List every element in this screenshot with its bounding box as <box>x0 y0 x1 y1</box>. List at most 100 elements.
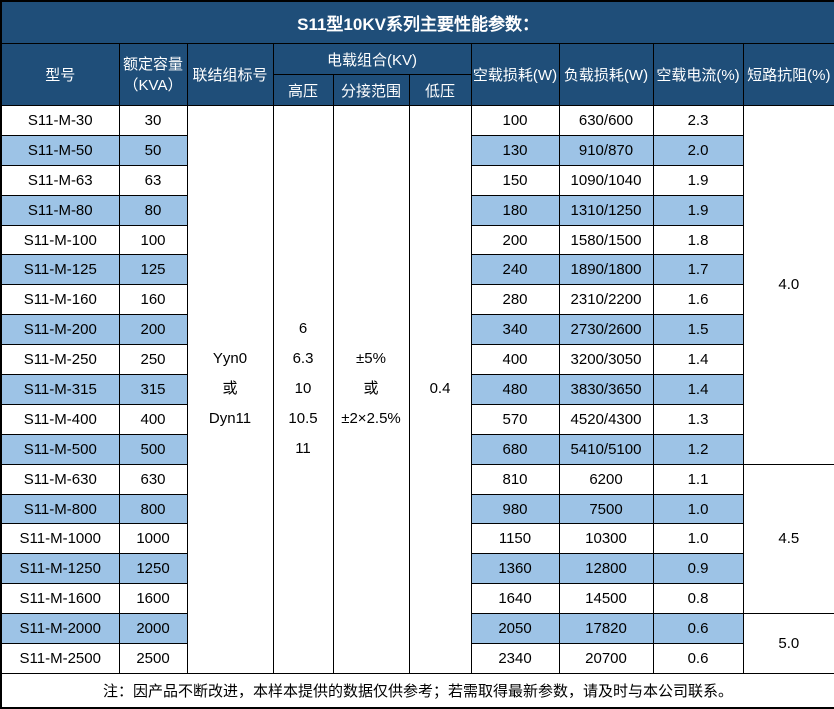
cell-capacity: 1600 <box>118 583 188 615</box>
col-header-load-loss: 负载损耗(W) <box>558 43 654 106</box>
cell-capacity: 400 <box>118 403 188 435</box>
cell-impedance-group-2: 4.5 <box>742 463 834 615</box>
header-row-1: 型号 额定容量 （KVA） 联结组标号 电载组合(KV) 空载损耗(W) 负载损… <box>0 43 834 106</box>
cell-load-loss: 910/870 <box>558 134 654 166</box>
cell-no-load-current: 1.0 <box>652 493 744 525</box>
cell-no-load-loss: 480 <box>470 374 560 405</box>
table-row: S11-M-160 160 280 2310/2200 1.6 <box>0 284 834 316</box>
cell-no-load-current: 1.3 <box>652 403 744 435</box>
cell-model: S11-M-125 <box>0 254 120 286</box>
table-row: S11-M-315 315 480 3830/3650 1.4 <box>0 374 834 405</box>
cell-capacity: 800 <box>118 493 188 525</box>
cell-capacity: 250 <box>118 344 188 376</box>
cell-model: S11-M-1250 <box>0 553 120 585</box>
cell-model: S11-M-400 <box>0 403 120 435</box>
cell-capacity: 1250 <box>118 553 188 585</box>
col-header-tap-range: 分接范围 <box>332 74 410 106</box>
cell-capacity: 630 <box>118 463 188 495</box>
cell-load-loss: 20700 <box>558 643 654 674</box>
cell-load-loss: 7500 <box>558 493 654 525</box>
cell-no-load-current: 1.7 <box>652 254 744 286</box>
cell-no-load-loss: 980 <box>470 493 560 525</box>
title-bar: S11型10KV系列主要性能参数： <box>0 0 834 44</box>
cell-no-load-current: 0.6 <box>652 613 744 645</box>
cell-no-load-current: 1.8 <box>652 224 744 256</box>
cell-no-load-loss: 150 <box>470 164 560 196</box>
cell-no-load-current: 0.6 <box>652 643 744 674</box>
table-row: S11-M-80 80 180 1310/1250 1.9 <box>0 194 834 226</box>
cell-no-load-current: 1.4 <box>652 344 744 376</box>
cell-model: S11-M-2000 <box>0 613 120 645</box>
cell-load-loss: 17820 <box>558 613 654 645</box>
cell-no-load-loss: 400 <box>470 344 560 376</box>
col-header-model: 型号 <box>0 43 120 106</box>
table-row: S11-M-800 800 980 7500 1.0 <box>0 493 834 525</box>
cell-capacity: 160 <box>118 284 188 316</box>
cell-model: S11-M-315 <box>0 374 120 405</box>
table-row: S11-M-50 50 130 910/870 2.0 <box>0 134 834 166</box>
cell-no-load-current: 0.9 <box>652 553 744 585</box>
cell-load-loss: 10300 <box>558 523 654 555</box>
footer-note-row: 注：因产品不断改进，本样本提供的数据仅供参考；若需取得最新参数，请及时与本公司联… <box>0 672 834 709</box>
cell-model: S11-M-200 <box>0 314 120 346</box>
cell-no-load-current: 1.9 <box>652 164 744 196</box>
table-row: S11-M-200 200 340 2730/2600 1.5 <box>0 314 834 346</box>
cell-no-load-loss: 180 <box>470 194 560 226</box>
cell-model: S11-M-30 <box>0 105 120 136</box>
cell-load-loss: 2310/2200 <box>558 284 654 316</box>
cell-no-load-current: 1.9 <box>652 194 744 226</box>
cell-model: S11-M-250 <box>0 344 120 376</box>
cell-capacity: 100 <box>118 224 188 256</box>
cell-load-loss: 3200/3050 <box>558 344 654 376</box>
cell-no-load-current: 2.0 <box>652 134 744 166</box>
table-row: S11-M-125 125 240 1890/1800 1.7 <box>0 254 834 286</box>
cell-load-loss: 1890/1800 <box>558 254 654 286</box>
table-row: S11-M-630 630 810 6200 1.1 4.5 <box>0 463 834 615</box>
cell-capacity: 1000 <box>118 523 188 555</box>
col-header-lv: 低压 <box>408 74 472 106</box>
cell-capacity: 500 <box>118 433 188 465</box>
cell-capacity: 80 <box>118 194 188 226</box>
cell-no-load-loss: 200 <box>470 224 560 256</box>
cell-no-load-loss: 1360 <box>470 553 560 585</box>
cell-no-load-loss: 130 <box>470 134 560 166</box>
cell-model: S11-M-63 <box>0 164 120 196</box>
table-row: S11-M-2000 2000 2050 17820 0.6 5.0 <box>0 613 834 674</box>
cell-model: S11-M-100 <box>0 224 120 256</box>
cell-capacity: 125 <box>118 254 188 286</box>
table-row: S11-M-500 500 680 5410/5100 1.2 <box>0 433 834 465</box>
cell-load-loss: 1580/1500 <box>558 224 654 256</box>
cell-load-loss: 3830/3650 <box>558 374 654 405</box>
table-row: S11-M-400 400 570 4520/4300 1.3 <box>0 403 834 435</box>
table-row: S11-M-1600 1600 1640 14500 0.8 <box>0 583 834 615</box>
cell-capacity: 2000 <box>118 613 188 645</box>
table-row: S11-M-1250 1250 1360 12800 0.9 <box>0 553 834 585</box>
col-header-impedance: 短路抗阻(%) <box>742 43 834 106</box>
col-header-voltage-group: 电载组合(KV) <box>272 43 472 75</box>
cell-load-loss: 630/600 <box>558 105 654 136</box>
cell-hv-voltage: 6 6.3 10 10.5 11 <box>272 105 334 674</box>
cell-no-load-current: 1.6 <box>652 284 744 316</box>
footer-note: 注：因产品不断改进，本样本提供的数据仅供参考；若需取得最新参数，请及时与本公司联… <box>0 672 834 709</box>
cell-no-load-current: 1.0 <box>652 523 744 555</box>
col-header-hv: 高压 <box>272 74 334 106</box>
cell-no-load-loss: 100 <box>470 105 560 136</box>
cell-load-loss: 5410/5100 <box>558 433 654 465</box>
cell-model: S11-M-160 <box>0 284 120 316</box>
cell-model: S11-M-500 <box>0 433 120 465</box>
cell-no-load-loss: 240 <box>470 254 560 286</box>
cell-load-loss: 14500 <box>558 583 654 615</box>
col-header-capacity: 额定容量 （KVA） <box>118 43 188 106</box>
table-row: S11-M-63 63 150 1090/1040 1.9 <box>0 164 834 196</box>
col-header-no-load-current: 空载电流(%) <box>652 43 744 106</box>
page-title: S11型10KV系列主要性能参数： <box>0 0 834 44</box>
cell-impedance-group-3: 5.0 <box>742 613 834 674</box>
cell-load-loss: 6200 <box>558 463 654 495</box>
cell-no-load-current: 2.3 <box>652 105 744 136</box>
cell-lv-voltage: 0.4 <box>408 105 472 674</box>
cell-load-loss: 1090/1040 <box>558 164 654 196</box>
cell-no-load-loss: 1640 <box>470 583 560 615</box>
cell-capacity: 63 <box>118 164 188 196</box>
